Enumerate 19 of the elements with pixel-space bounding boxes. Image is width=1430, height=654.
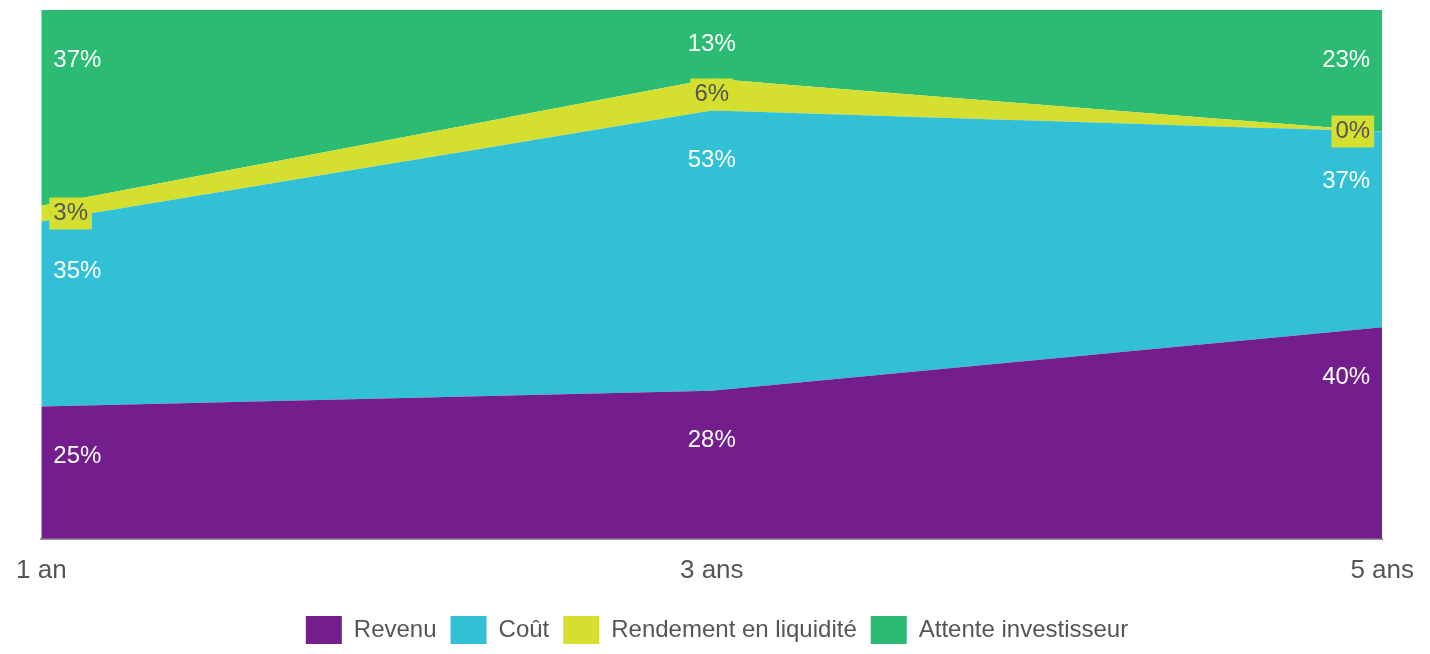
legend-label: Coût [498, 614, 550, 642]
x-tick-label: 3 ans [679, 553, 744, 584]
legend-label: Rendement en liquidité [611, 614, 857, 642]
data-label: 53% [687, 145, 736, 173]
data-label: 37% [1322, 166, 1371, 194]
data-label: 25% [53, 441, 102, 469]
data-label: 28% [687, 425, 736, 453]
data-label: 40% [1322, 361, 1371, 389]
x-tick-label: 1 an [16, 553, 67, 584]
data-label: 6% [694, 79, 730, 107]
data-label: 0% [1335, 116, 1371, 144]
data-label: 37% [53, 44, 102, 72]
legend-label: Revenu [353, 614, 437, 642]
x-tick-label: 5 ans [1350, 553, 1414, 584]
data-label: 3% [53, 198, 88, 226]
data-label: 23% [1322, 44, 1371, 72]
data-label: 13% [687, 29, 736, 56]
data-label: 35% [53, 256, 102, 284]
legend-label: Attente investisseur [918, 614, 1129, 642]
